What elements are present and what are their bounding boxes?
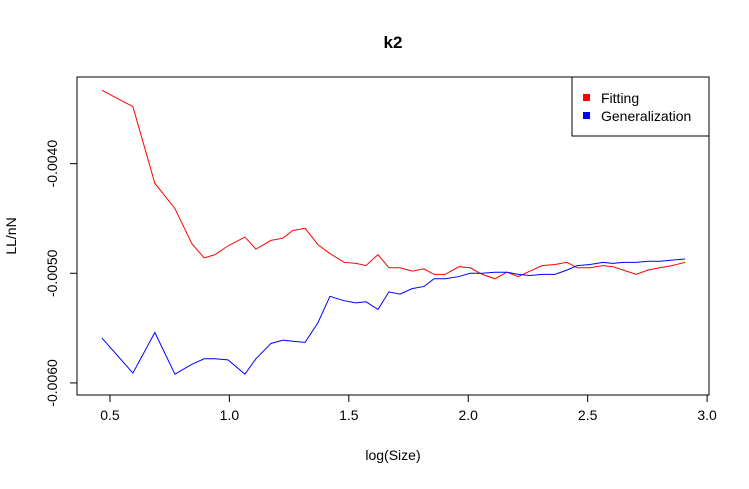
legend-box	[571, 76, 710, 137]
legend-label: Generalization	[601, 108, 691, 124]
legend-swatch	[583, 94, 590, 101]
y-tick-label: -0.0040	[44, 140, 60, 188]
x-tick-label: 0.5	[100, 407, 120, 423]
x-tick-label: 2.0	[459, 407, 479, 423]
legend-swatch	[583, 112, 590, 119]
plot-box	[76, 76, 710, 396]
legend-label: Fitting	[601, 90, 639, 106]
y-axis-label: LL/nN	[3, 217, 19, 254]
x-tick-label: 1.0	[220, 407, 240, 423]
series-line	[101, 89, 686, 280]
y-tick-label: -0.0050	[44, 249, 60, 297]
x-tick-label: 3.0	[697, 407, 717, 423]
x-tick-label: 2.5	[578, 407, 598, 423]
x-tick-label: 1.5	[339, 407, 359, 423]
y-tick-label: -0.0060	[44, 359, 60, 407]
chart-title: k2	[384, 33, 403, 52]
x-axis-label: log(Size)	[365, 447, 420, 463]
series-line	[101, 258, 686, 375]
